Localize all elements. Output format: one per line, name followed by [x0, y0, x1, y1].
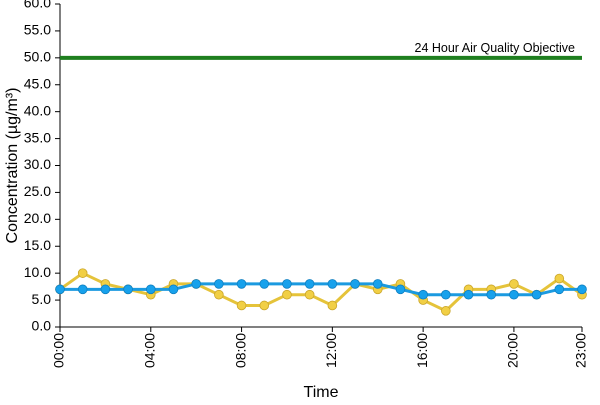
x-tick-label: 00:00	[51, 333, 67, 368]
series-1-point	[259, 300, 270, 311]
series-1-point	[441, 306, 451, 316]
x-axis-title: Time	[304, 384, 339, 400]
series-2-point	[441, 289, 451, 300]
series-2-point	[509, 289, 519, 300]
series-2-point	[123, 284, 133, 295]
series-1-point	[304, 289, 315, 300]
x-tick-label: 16:00	[414, 333, 430, 368]
y-tick-label: 5.0	[32, 291, 52, 307]
series-2-point	[236, 279, 247, 289]
y-tick-label: 15.0	[24, 237, 51, 253]
x-tick-label: 08:00	[232, 333, 248, 368]
series-2-point	[372, 279, 383, 289]
y-tick-label: 50.0	[24, 49, 51, 65]
series-1-point	[327, 300, 338, 311]
reference-layer: 24 Hour Air Quality Objective	[60, 41, 582, 60]
series-2-point	[214, 279, 224, 289]
y-tick-label: 35.0	[24, 129, 51, 145]
y-tick-label: 10.0	[24, 264, 51, 280]
y-tick-label: 45.0	[24, 75, 51, 91]
series-1-point	[509, 279, 519, 289]
series-2-point	[145, 284, 156, 295]
series-2-point	[191, 279, 201, 289]
x-tick-label: 20:00	[505, 333, 521, 368]
y-tick-label: 20.0	[24, 210, 51, 226]
x-tick-label: 04:00	[141, 333, 157, 368]
series-2-point	[350, 279, 360, 289]
series-2-point	[531, 289, 542, 300]
series-2-point	[577, 284, 587, 295]
series-2-point	[463, 289, 474, 300]
y-tick-label: 55.0	[24, 22, 51, 38]
series-1-point	[214, 289, 224, 300]
air-quality-objective-label: 24 Hour Air Quality Objective	[415, 41, 576, 55]
series-1-point	[282, 289, 292, 300]
series-2-point	[554, 284, 565, 295]
y-tick-label: 40.0	[24, 102, 51, 118]
x-ticks-layer: 00:00 04:00 08:00 12:00 16:00 20:00 23:00	[51, 327, 589, 368]
series-2-point	[395, 284, 406, 295]
series-2-point	[77, 284, 88, 295]
series-2-point	[486, 289, 497, 300]
series-1-line	[58, 271, 584, 313]
x-tick-label: 12:00	[323, 333, 339, 368]
series-2-point	[55, 284, 65, 295]
series-2-point	[282, 279, 292, 289]
y-tick-label: 30.0	[24, 156, 51, 172]
series-2-point	[418, 289, 428, 300]
y-axis-title: Concentration (µg/m³)	[4, 88, 21, 244]
series-2-point	[259, 279, 270, 289]
series-2-point	[168, 284, 179, 295]
x-tick-label: 23:00	[573, 333, 589, 368]
series-2-point	[304, 279, 315, 289]
y-tick-label: 25.0	[24, 183, 51, 199]
y-tick-label: 0.0	[32, 318, 52, 334]
series-1-point	[236, 300, 247, 311]
series-2-point	[100, 284, 111, 295]
series-2-point	[327, 279, 338, 289]
series-1-point	[77, 268, 88, 278]
y-tick-label: 60.0	[24, 0, 51, 11]
y-ticks-layer: 0.0 5.0 10.0 15.0 20.0 25.0 30.0 35.0 40.0 45.0 50…	[24, 0, 60, 334]
series-layer	[55, 268, 587, 316]
series-1-point	[554, 273, 565, 284]
